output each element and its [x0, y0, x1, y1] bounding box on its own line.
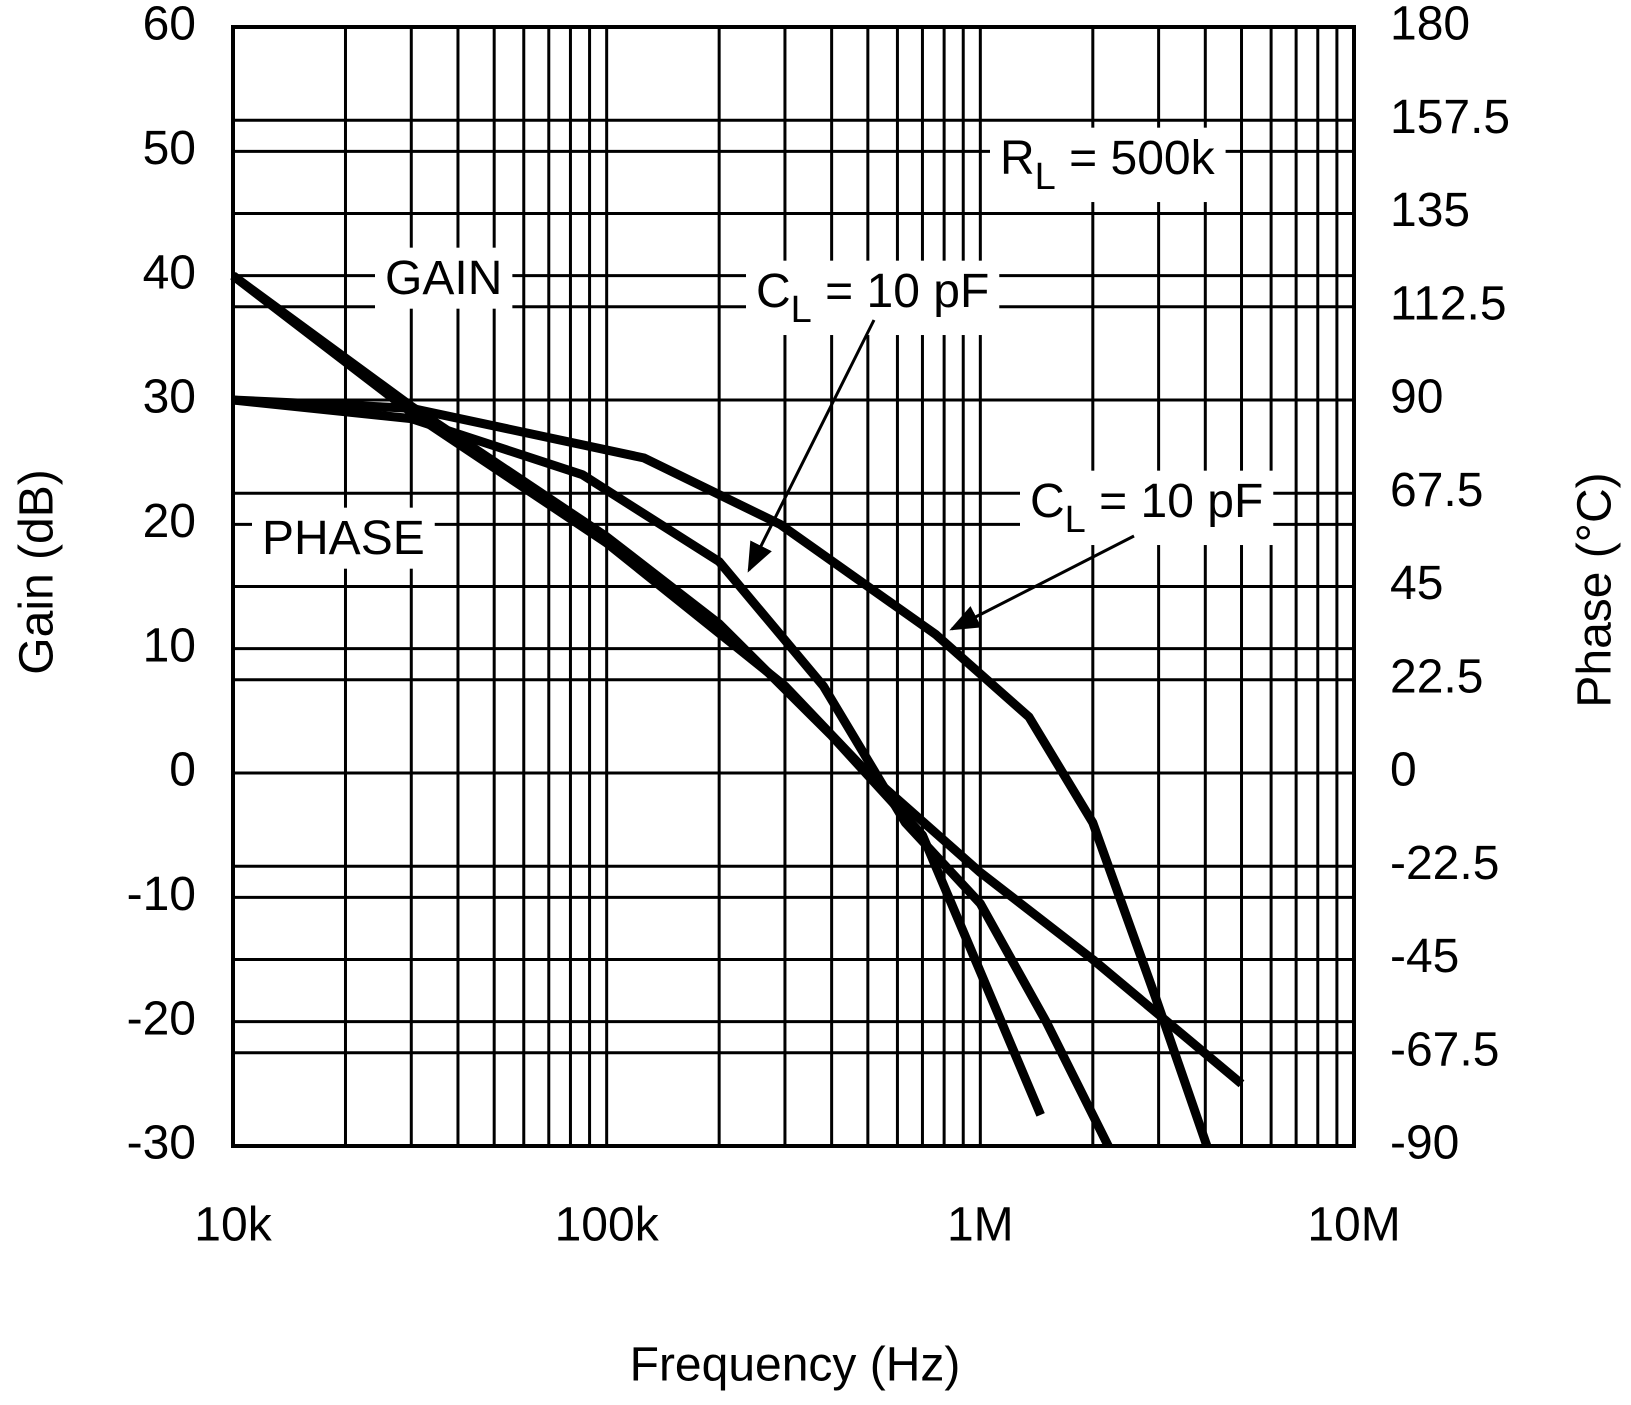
y2-tick-label: 22.5 — [1390, 650, 1483, 703]
series-line — [232, 395, 1212, 1148]
annotation-background — [252, 507, 435, 569]
plot — [230, 25, 1356, 1149]
y-tick-label: 20 — [143, 495, 196, 548]
y2-tick-label: -67.5 — [1390, 1023, 1499, 1076]
annotation-background — [1020, 470, 1274, 546]
y2-tick-label: 67.5 — [1390, 464, 1483, 517]
annotation-part: = 10 pF — [812, 265, 989, 318]
y-tick-label: 30 — [143, 371, 196, 424]
x-tick-label: 1M — [947, 1199, 1014, 1252]
x-tick-label: 10k — [194, 1199, 272, 1252]
y2-tick-label: -45 — [1390, 930, 1459, 983]
annotation: RL = 500k — [1000, 132, 1216, 198]
annotation-part: L — [1065, 499, 1086, 541]
annotation-arrow — [949, 534, 1135, 631]
y2-tick-label: 0 — [1390, 744, 1417, 797]
y2-tick-label: 90 — [1390, 371, 1443, 424]
y2-tick-label: 135 — [1390, 184, 1470, 237]
annotation-part: R — [1000, 132, 1035, 185]
annotation: CL = 10 pF — [1030, 475, 1263, 541]
y2-tick-label: 157.5 — [1390, 91, 1510, 144]
annotation-part: L — [1035, 156, 1056, 198]
annotation-background — [375, 247, 513, 309]
y2-tick-label: 112.5 — [1390, 277, 1507, 330]
y2-tick-label: 45 — [1390, 557, 1443, 610]
y-axis-label: Gain (dB) — [11, 469, 64, 674]
annotation-background — [990, 127, 1226, 203]
x-tick-label: 10M — [1307, 1199, 1400, 1252]
y-tick-label: 10 — [143, 619, 196, 672]
y-tick-label: -30 — [127, 1117, 196, 1170]
labels: 10k 100k 1M 10M -30 -20 -10 0 10 20 30 40 50 60 -90 -67… — [127, 0, 1511, 1252]
y-tick-label: 0 — [169, 744, 196, 797]
annotation-part: C — [1030, 475, 1065, 528]
annotation: GAIN — [385, 252, 502, 305]
y-tick-label: -10 — [127, 868, 196, 921]
y2-tick-label: -22.5 — [1390, 837, 1499, 890]
annotation-part: GAIN — [385, 252, 502, 305]
y-tick-label: 50 — [143, 122, 196, 175]
series-line — [232, 395, 1113, 1149]
annotation-part: C — [756, 265, 791, 318]
annotation-part: L — [791, 289, 812, 331]
y2-tick-label: -90 — [1390, 1117, 1459, 1170]
annotation-arrow — [747, 319, 876, 573]
y-tick-label: 60 — [143, 0, 196, 51]
y2-tick-label: 180 — [1390, 0, 1470, 51]
annotation: CL = 10 pF — [756, 265, 989, 331]
y-tick-label: 40 — [143, 246, 196, 299]
annotation: PHASE — [262, 512, 425, 565]
x-tick-label: 100k — [555, 1199, 660, 1252]
y-tick-label: -20 — [127, 992, 196, 1045]
y2-axis-label: Phase (°C) — [1569, 472, 1622, 707]
plot-frame — [231, 25, 1356, 1148]
annotation-part: = 500k — [1056, 132, 1216, 185]
annotation-part: = 10 pF — [1086, 475, 1263, 528]
annotation-part: PHASE — [262, 512, 425, 565]
x-axis-label: Frequency (Hz) — [630, 1339, 961, 1392]
